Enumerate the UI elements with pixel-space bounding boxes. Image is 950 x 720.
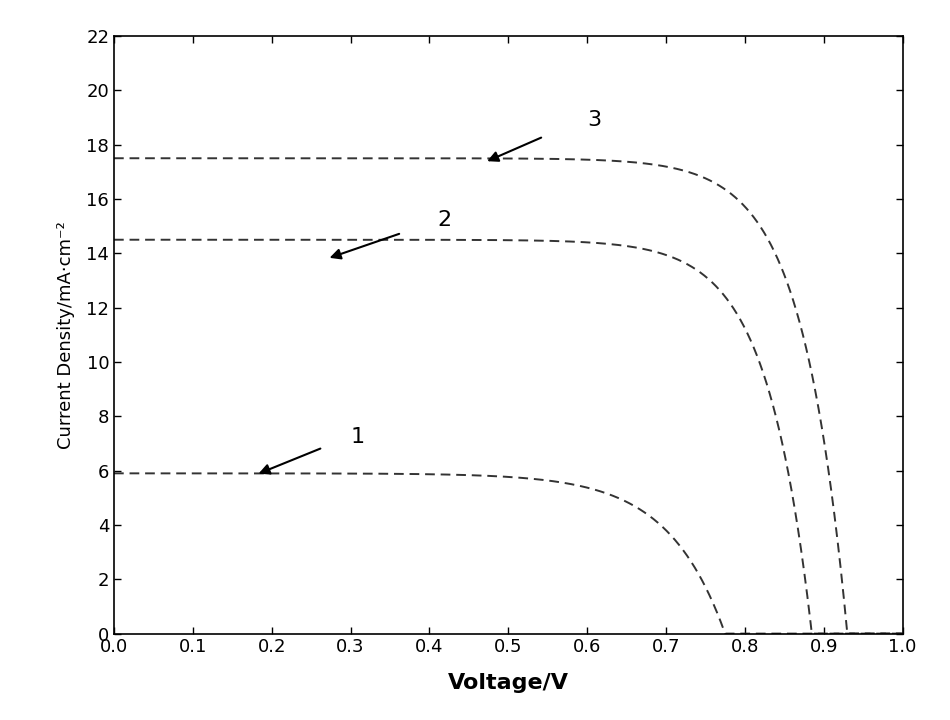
Text: 1: 1 [351,428,365,447]
Y-axis label: Current Density/mA·cm⁻²: Current Density/mA·cm⁻² [57,221,75,449]
X-axis label: Voltage/V: Voltage/V [447,673,569,693]
Text: 2: 2 [437,210,451,230]
Text: 3: 3 [587,109,601,130]
